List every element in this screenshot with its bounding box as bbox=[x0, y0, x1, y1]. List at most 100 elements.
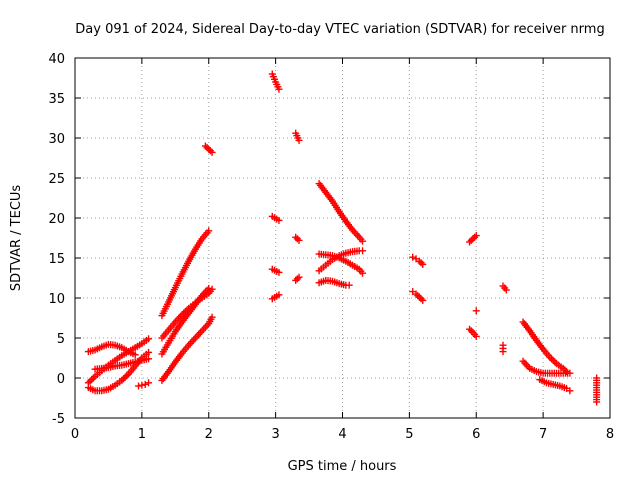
data-point bbox=[466, 325, 474, 333]
y-tick-label: 20 bbox=[48, 212, 65, 227]
tick-labels: 0 1 2 3 4 5 6 7 8 -5 0 5 10 15 20 25 30 35 40 bbox=[48, 52, 614, 442]
data-point bbox=[563, 368, 571, 376]
series-arc-11 bbox=[268, 70, 283, 93]
x-tick-label: 4 bbox=[338, 427, 346, 442]
data-point bbox=[295, 273, 303, 281]
grid bbox=[75, 58, 610, 418]
data-point bbox=[141, 380, 149, 388]
data-point bbox=[138, 381, 146, 389]
axis-ticks bbox=[74, 57, 611, 419]
data-point-fill bbox=[467, 236, 475, 244]
data-point-fill bbox=[86, 377, 94, 385]
y-tick-label: 10 bbox=[48, 292, 65, 307]
series-arc-20 bbox=[315, 247, 367, 275]
data-point bbox=[472, 232, 480, 240]
data-point bbox=[566, 369, 574, 377]
data-point bbox=[135, 382, 143, 390]
data-point-fill bbox=[293, 235, 301, 243]
series-arc-15 bbox=[292, 129, 303, 144]
data-point bbox=[145, 348, 153, 356]
data-point-fill bbox=[89, 374, 97, 382]
series-arc-09 bbox=[158, 313, 216, 384]
series-arc-29 bbox=[519, 318, 571, 376]
data-point bbox=[208, 313, 216, 321]
data-point bbox=[295, 136, 303, 144]
data-point bbox=[466, 238, 474, 246]
data-point bbox=[295, 236, 303, 244]
x-axis-label: GPS time / hours bbox=[288, 459, 397, 474]
data-point-fill bbox=[467, 327, 475, 335]
series-arc-24 bbox=[466, 232, 480, 246]
series-arc-04 bbox=[91, 355, 153, 373]
data-point bbox=[472, 307, 480, 315]
y-tick-label: -5 bbox=[52, 412, 65, 427]
data-point bbox=[145, 379, 153, 387]
data-point bbox=[131, 351, 139, 359]
x-tick-label: 2 bbox=[205, 427, 213, 442]
data-point bbox=[502, 286, 510, 294]
series-arc-27 bbox=[499, 282, 510, 294]
data-point bbox=[208, 285, 216, 293]
data-point-fill bbox=[123, 372, 131, 380]
data-point bbox=[566, 387, 574, 395]
series-arc-30 bbox=[519, 357, 574, 377]
series-arc-25 bbox=[472, 307, 480, 315]
series-arc-06 bbox=[158, 227, 213, 320]
data-point bbox=[593, 398, 601, 406]
y-tick-label: 5 bbox=[57, 332, 65, 347]
data-point bbox=[409, 253, 417, 261]
x-tick-label: 0 bbox=[71, 427, 79, 442]
y-tick-label: 0 bbox=[57, 372, 65, 387]
series-arc-18 bbox=[315, 180, 367, 245]
series-arc-12 bbox=[268, 212, 283, 224]
data-point bbox=[275, 268, 283, 276]
series-arc-22 bbox=[409, 253, 427, 268]
series-arc-21 bbox=[315, 276, 353, 289]
data-point bbox=[205, 227, 213, 235]
data-point-fill bbox=[551, 358, 559, 366]
series-arc-16 bbox=[292, 233, 303, 244]
y-tick-label: 30 bbox=[48, 132, 65, 147]
data-point bbox=[345, 281, 353, 289]
series-arc-17 bbox=[292, 273, 303, 284]
data-point bbox=[415, 293, 423, 301]
data-point bbox=[205, 145, 213, 153]
x-tick-label: 6 bbox=[472, 427, 480, 442]
data-point bbox=[472, 332, 480, 340]
y-tick-label: 15 bbox=[48, 252, 65, 267]
data-point bbox=[292, 233, 300, 241]
data-point bbox=[419, 296, 427, 304]
series-arc-13 bbox=[268, 265, 283, 276]
data-point bbox=[292, 276, 300, 284]
data-point-fill bbox=[203, 144, 211, 152]
data-point bbox=[469, 235, 477, 243]
data-point bbox=[359, 237, 367, 245]
data-point bbox=[201, 142, 209, 150]
y-axis-label: SDTVAR / TECUs bbox=[9, 185, 24, 292]
x-tick-label: 7 bbox=[539, 427, 547, 442]
series-arc-10 bbox=[201, 142, 216, 156]
data-point bbox=[275, 216, 283, 224]
series-arc-05 bbox=[135, 379, 153, 390]
x-tick-label: 1 bbox=[138, 427, 146, 442]
y-tick-label: 35 bbox=[48, 92, 65, 107]
x-tick-label: 5 bbox=[405, 427, 413, 442]
data-point bbox=[499, 348, 507, 356]
data-point bbox=[275, 291, 283, 299]
data-point-fill bbox=[471, 233, 479, 241]
data-point bbox=[145, 335, 153, 343]
data-points bbox=[84, 70, 601, 406]
chart-title: Day 091 of 2024, Sidereal Day-to-day VTE… bbox=[75, 22, 604, 37]
data-point bbox=[359, 269, 367, 277]
data-point bbox=[275, 85, 283, 93]
data-point-fill bbox=[417, 259, 425, 267]
series-arc-31 bbox=[536, 376, 574, 395]
series-arc-26 bbox=[466, 325, 480, 340]
series-arc-23 bbox=[409, 288, 427, 304]
x-tick-label: 8 bbox=[606, 427, 614, 442]
data-point-fill bbox=[206, 147, 214, 155]
series-arc-32 bbox=[593, 374, 601, 406]
data-point-fill bbox=[417, 295, 425, 303]
y-tick-label: 40 bbox=[48, 52, 65, 67]
